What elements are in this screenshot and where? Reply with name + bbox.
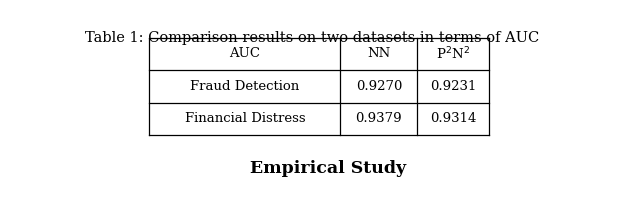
Text: 0.9231: 0.9231	[430, 80, 476, 93]
Text: AUC: AUC	[229, 47, 260, 60]
Text: Empirical Study: Empirical Study	[250, 160, 406, 177]
Text: 0.9379: 0.9379	[356, 112, 402, 125]
Text: P$^2$N$^2$: P$^2$N$^2$	[436, 46, 470, 62]
Text: NN: NN	[367, 47, 390, 60]
Text: Table 1: Comparison results on two datasets in terms of AUC: Table 1: Comparison results on two datas…	[85, 31, 540, 45]
Text: Fraud Detection: Fraud Detection	[190, 80, 300, 93]
Text: Financial Distress: Financial Distress	[184, 112, 305, 125]
Text: 0.9270: 0.9270	[356, 80, 402, 93]
Text: 0.9314: 0.9314	[430, 112, 476, 125]
